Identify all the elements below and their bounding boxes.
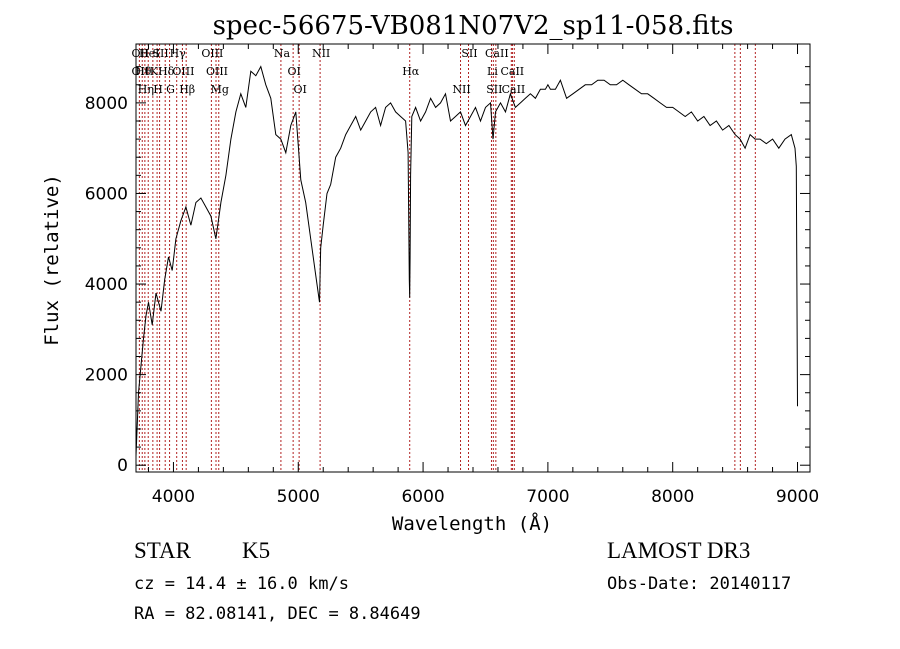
line-marker-label: CaII [485,47,509,60]
x-tick-label: 6000 [401,487,444,507]
line-marker-label: NII [312,47,330,60]
y-tick-label: 8000 [85,94,128,114]
line-marker-label: Hβ [179,83,195,96]
survey-name: LAMOST DR3 [607,538,751,563]
line-marker-label: G [166,83,175,96]
x-tick-label: 7000 [526,487,569,507]
line-marker-label: OIII [206,65,228,78]
y-axis-label: Flux (relative) [41,174,63,346]
line-marker-label: OIII [201,47,223,60]
coordinates: RA = 82.08141, DEC = 8.84649 [134,604,421,624]
line-marker-label: OI [287,65,300,78]
x-tick-label: 9000 [776,487,819,507]
line-marker-label: Hθ [135,65,152,78]
line-marker-label: Hγ [170,47,187,60]
line-marker-label: OIII [172,65,194,78]
line-marker-label: CaII [500,65,524,78]
y-tick-label: 0 [117,456,128,476]
line-marker-label: HeI [139,47,159,60]
line-marker-label: OI [293,83,306,96]
line-marker-label: NII [452,83,470,96]
flux-series-line [135,65,798,457]
x-axis-label: Wavelength (Å) [392,512,552,535]
chart-title: spec-56675-VB081N07V2_sp11-058.fits [213,11,734,41]
line-marker-label: Li [487,65,498,78]
object-class: STAR [134,538,191,563]
line-marker-label: Na [274,47,291,60]
line-marker-label: H [153,83,163,96]
x-tick-label: 4000 [152,487,195,507]
redshift-velocity: cz = 14.4 ± 16.0 km/s [134,574,349,594]
line-marker-labels: OIIOIIHθHηHeIKHSIIHδGHγOIIIHβOIIIOIIIMgN… [132,47,526,96]
line-marker-label: SII [152,47,168,60]
line-markers [138,44,756,472]
line-marker-label: SII [486,83,502,96]
line-marker-label: Hη [138,83,154,96]
y-tick-label: 6000 [85,184,128,204]
observation-date: Obs-Date: 20140117 [607,574,792,594]
object-subclass: K5 [242,538,271,563]
line-marker-label: SII [461,47,477,60]
line-marker-label: CaII [502,83,526,96]
line-marker-label: K [150,65,159,78]
y-tick-label: 4000 [85,275,128,295]
x-tick-label: 5000 [277,487,320,507]
x-axis-ticks: 4000 5000 6000 7000 8000 9000 [147,44,819,507]
line-marker-label: Hδ [158,65,175,78]
line-marker-label: Hα [402,65,420,78]
line-marker-label: Mg [211,83,229,96]
x-tick-label: 8000 [651,487,694,507]
y-tick-label: 2000 [85,366,128,386]
y-axis-ticks: 0 2000 4000 6000 8000 [85,66,810,476]
